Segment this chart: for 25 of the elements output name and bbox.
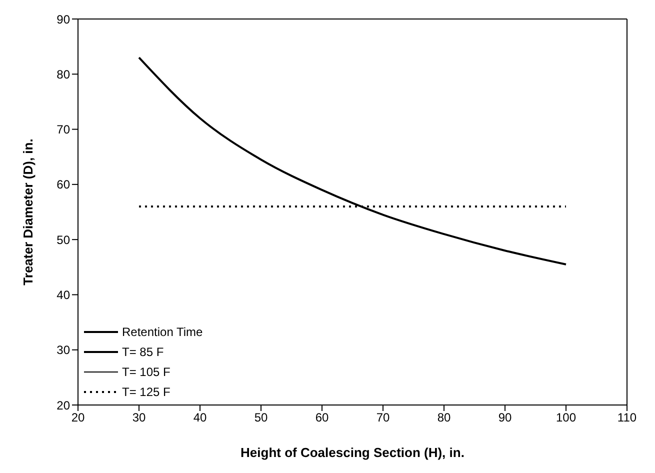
x-tick-label: 70 (376, 410, 390, 425)
legend-label: Retention Time (122, 325, 203, 339)
x-axis-title: Height of Coalescing Section (H), in. (240, 445, 464, 460)
x-tick-label: 40 (193, 410, 207, 425)
x-tick-label: 50 (254, 410, 268, 425)
x-tick-label: 110 (617, 410, 637, 425)
y-axis-title: Treater Diameter (D), in. (20, 138, 36, 286)
y-tick-label: 40 (56, 288, 70, 302)
legend-label: T= 105 F (122, 365, 170, 379)
x-tick-label: 100 (556, 410, 576, 425)
x-tick-label: 20 (71, 410, 85, 425)
x-tick-label: 60 (315, 410, 329, 425)
y-tick-label: 50 (56, 232, 70, 247)
y-tick-label: 80 (56, 67, 70, 82)
y-tick-label: 60 (56, 178, 70, 192)
x-tick-label: 80 (437, 410, 451, 425)
legend-label: T= 85 F (122, 345, 164, 359)
y-tick-label: 90 (56, 12, 70, 26)
y-tick-label: 30 (56, 343, 70, 358)
y-tick-label: 70 (56, 122, 70, 137)
x-tick-label: 30 (132, 410, 146, 425)
x-tick-label: 90 (498, 410, 512, 425)
y-tick-label: 20 (56, 398, 70, 412)
legend-label: T= 125 F (122, 385, 170, 399)
line-series (138, 56, 567, 266)
